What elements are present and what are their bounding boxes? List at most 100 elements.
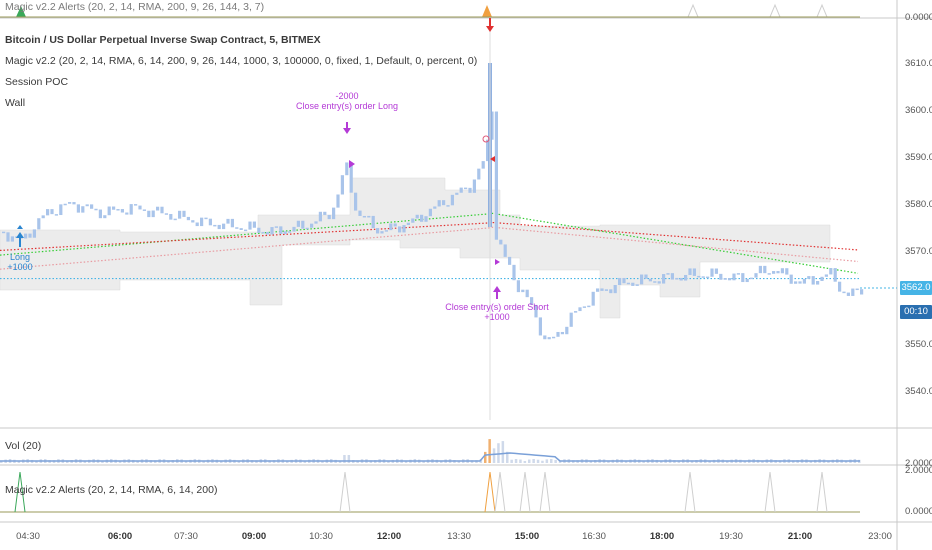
candle [688,268,692,275]
alerts-pane-label[interactable]: Magic v2.2 Alerts (20, 2, 14, RMA, 6, 14… [5,484,218,496]
candle [376,228,380,234]
candle [288,231,292,233]
candle [587,305,591,308]
indicator-legend-wall[interactable]: Wall [5,97,26,109]
indicator-legend-magic[interactable]: Magic v2.2 (20, 2, 14, RMA, 6, 14, 200, … [5,55,478,67]
alert-pulse-icon [494,471,506,513]
volume-bar [422,460,425,463]
price-tick: 3570.0 [905,246,932,257]
time-tick: 06:00 [107,531,133,542]
volume-bar [545,459,549,463]
signal-circle-icon [482,135,490,143]
alert-pulse-icon [816,471,828,513]
candle [644,274,648,279]
time-tick: 16:30 [582,531,606,542]
close-short-qty: +1000 [484,312,510,322]
candle [169,214,173,220]
volume-bar [237,460,241,463]
candle [349,162,353,193]
volume-bar [343,455,346,463]
candle [455,192,459,195]
candle [600,288,604,291]
candle [28,233,32,238]
volume-bar [220,460,223,463]
candle [178,210,182,219]
volume-bar [492,448,496,463]
candle [552,336,556,339]
candle [424,216,428,222]
volume-bar [501,441,505,463]
candle [820,276,824,281]
close-short-arrow-icon [493,286,501,292]
entry-flag-icon [495,259,500,265]
alert-pulse-icon [519,471,531,513]
volume-bar [532,459,535,463]
candle [323,211,327,215]
candle [477,168,481,180]
top-strip-label: Magic v2.2 Alerts (20, 2, 14, RMA, 200, … [5,1,265,13]
volume-bars [0,439,861,463]
volume-bar [550,459,553,463]
candle [560,331,564,335]
time-tick: 23:00 [868,531,892,542]
volume-bar [136,460,139,463]
alert-triangle-icon [769,3,781,18]
candle [855,288,859,291]
candle [442,200,446,206]
candle [534,304,538,318]
entry-flag-icon [349,160,355,168]
candle [679,277,683,281]
volume-pane-label[interactable]: Vol (20) [5,440,42,452]
candle [569,312,573,327]
candle [618,277,622,286]
candle [142,209,146,211]
indicator-legend-session-poc[interactable]: Session POC [5,76,69,88]
volume-bar [286,460,289,463]
volume-bar [83,460,87,463]
candle [24,233,28,239]
volume-bar [101,460,104,463]
alert-triangle-icon [482,5,492,17]
candle [90,204,94,209]
candle [750,277,754,280]
candle [261,231,265,234]
alert-pulse-icon [484,471,496,513]
candle [340,175,344,195]
candle [68,202,72,204]
volume-bar [844,460,848,463]
candle [81,206,85,213]
candle [433,206,437,209]
time-tick: 21:00 [787,531,813,542]
candle [266,231,270,235]
volume-bar [743,460,747,463]
candle [54,214,58,216]
price-tick: 3580.0 [905,199,932,210]
volume-bar [726,460,729,463]
candle [147,210,151,218]
candle [296,220,300,227]
candle [596,288,600,292]
candle [32,229,36,238]
volume-bar [523,460,527,463]
candle [248,221,252,230]
sell-signal-icon [486,26,494,32]
candle [811,276,815,285]
candle [367,215,371,218]
volume-bar [488,439,491,463]
symbol-title: Bitcoin / US Dollar Perpetual Inverse Sw… [5,34,321,46]
candle [129,204,133,215]
volume-bar [809,460,813,463]
close-long-qty: -2000 [335,91,359,101]
ema-pink-line [0,226,859,270]
candle [556,331,560,337]
candle [116,209,120,211]
candle [389,223,393,231]
long-entry-text: Long [9,252,31,262]
volume-bar [440,460,443,463]
time-tick: 07:30 [174,531,198,542]
volume-tick: 2.0000 [905,458,932,469]
time-tick: 13:30 [447,531,471,542]
candle [274,226,278,228]
candle [763,265,767,274]
